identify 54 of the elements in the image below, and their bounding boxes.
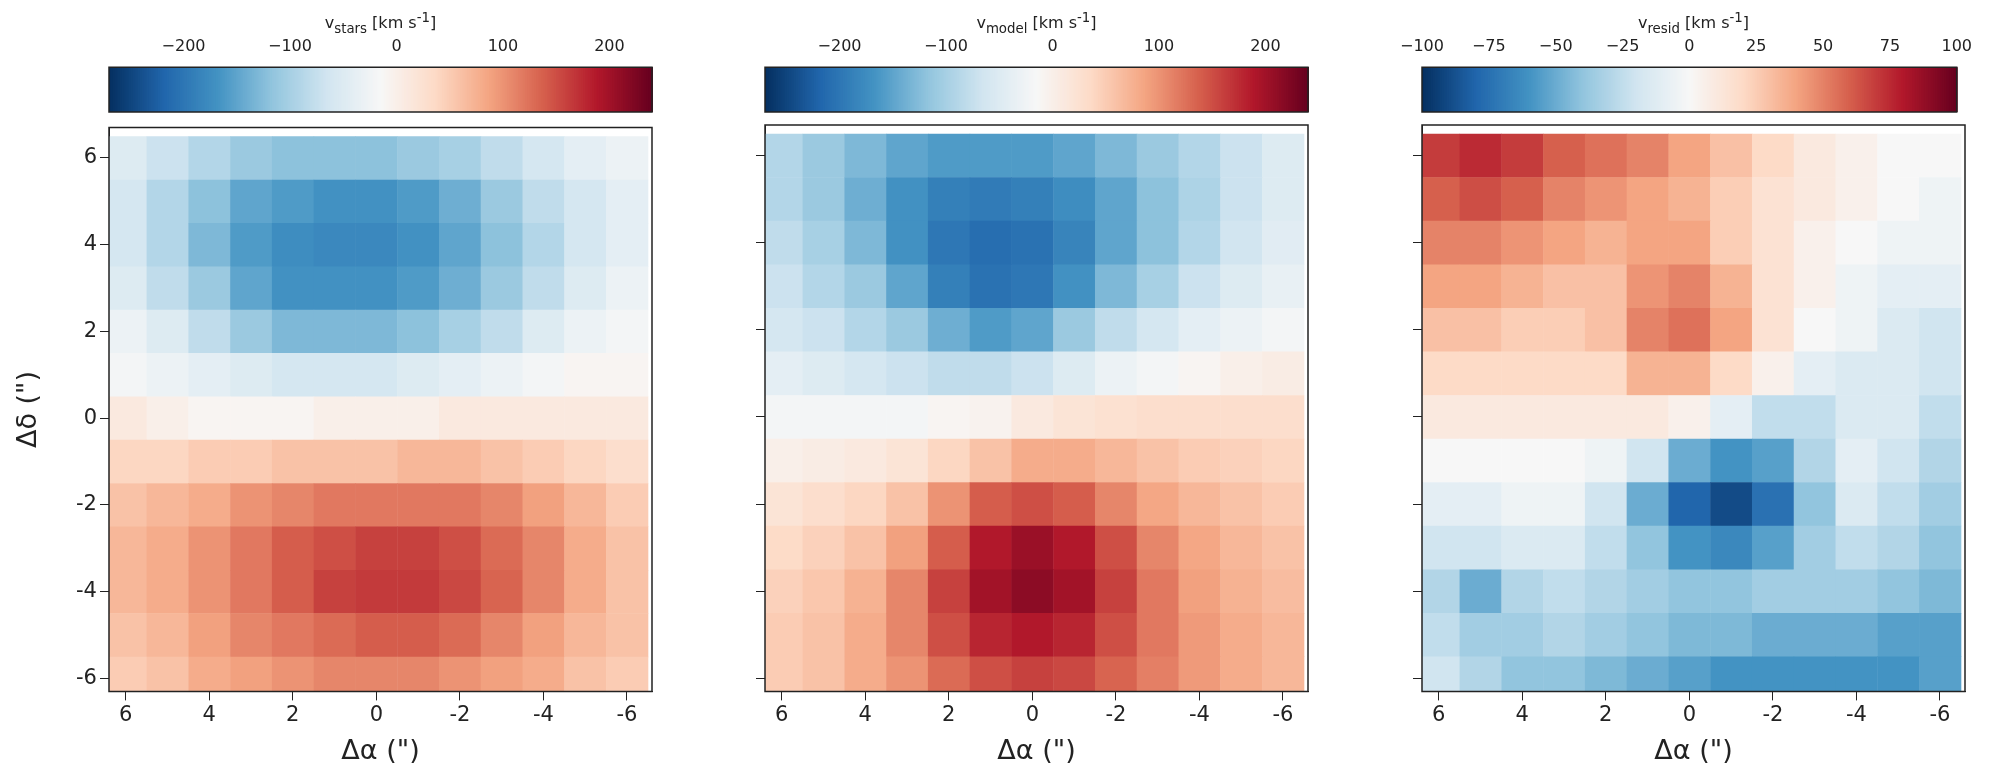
x-axis-title: Δα (") xyxy=(1654,733,1733,765)
x-tick-label: 4 xyxy=(1515,702,1529,727)
x-tick-label: 4 xyxy=(202,702,216,727)
x-tick-label: 4 xyxy=(858,702,872,727)
color-bar-label: 100 xyxy=(487,35,519,55)
x-tick-label: -4 xyxy=(1845,702,1867,727)
y-axis-title: Δδ (") xyxy=(11,370,43,449)
x-tick-label: -6 xyxy=(616,702,638,727)
x-tick-label: -4 xyxy=(1188,702,1210,727)
x-tick-label: -2 xyxy=(1105,702,1127,727)
color-bar-title: v$_{stars}$ [km s$^{-1}$] xyxy=(323,10,438,36)
x-tick-label: -2 xyxy=(449,702,471,727)
color-bar-label: 100 xyxy=(1941,35,1972,55)
y-tick-label: -4 xyxy=(76,578,97,603)
color-bar-label: 100 xyxy=(1143,35,1175,55)
x-tick-label: 6 xyxy=(119,702,133,727)
color-bar-label: 75 xyxy=(1879,35,1901,55)
color-bar-label: −50 xyxy=(1538,35,1573,55)
color-bar-label: −100 xyxy=(924,35,968,55)
x-tick-label: 0 xyxy=(369,702,384,727)
color-bar-label: −100 xyxy=(268,35,312,55)
color-bar-label: 200 xyxy=(1250,35,1281,55)
x-axis-title: Δα (") xyxy=(997,733,1076,765)
y-tick-label: 6 xyxy=(83,144,97,169)
color-bar-title: v$_{resid}$ [km s$^{-1}$] xyxy=(1636,10,1751,36)
x-tick-label: 2 xyxy=(1599,702,1613,727)
x-tick-label: 6 xyxy=(1432,702,1446,727)
x-tick-label: 0 xyxy=(1025,702,1040,727)
y-tick-label: -2 xyxy=(76,491,97,516)
x-tick-label: 0 xyxy=(1682,702,1697,727)
color-bar-label: 0 xyxy=(391,35,402,55)
x-tick-label: 2 xyxy=(286,702,300,727)
x-tick-label: 6 xyxy=(775,702,789,727)
x-tick-label: -6 xyxy=(1929,702,1951,727)
color-bar-label: 0 xyxy=(1047,35,1058,55)
color-bar-label: −200 xyxy=(161,35,206,55)
color-bar-label: 50 xyxy=(1812,35,1834,55)
color-bar-label: −75 xyxy=(1471,35,1506,55)
x-tick-label: 2 xyxy=(942,702,956,727)
y-tick-label: -6 xyxy=(76,664,97,689)
x-tick-label: -4 xyxy=(532,702,554,727)
color-bar-label: 0 xyxy=(1684,35,1695,55)
y-tick-label: 4 xyxy=(83,231,97,256)
color-bar-label: −200 xyxy=(817,35,862,55)
color-bar-label: −100 xyxy=(1400,35,1444,55)
x-axis-title: Δα (") xyxy=(341,733,420,765)
color-bar-title: v$_{model}$ [km s$^{-1}$] xyxy=(975,10,1098,36)
y-tick-label: 0 xyxy=(83,404,97,429)
y-tick-label: 2 xyxy=(83,317,97,342)
color-bar-label: −25 xyxy=(1605,35,1640,55)
color-bar-label: 25 xyxy=(1746,35,1767,55)
x-tick-label: -6 xyxy=(1272,702,1294,727)
x-tick-label: -2 xyxy=(1762,702,1784,727)
color-bar-label: 200 xyxy=(594,35,625,55)
